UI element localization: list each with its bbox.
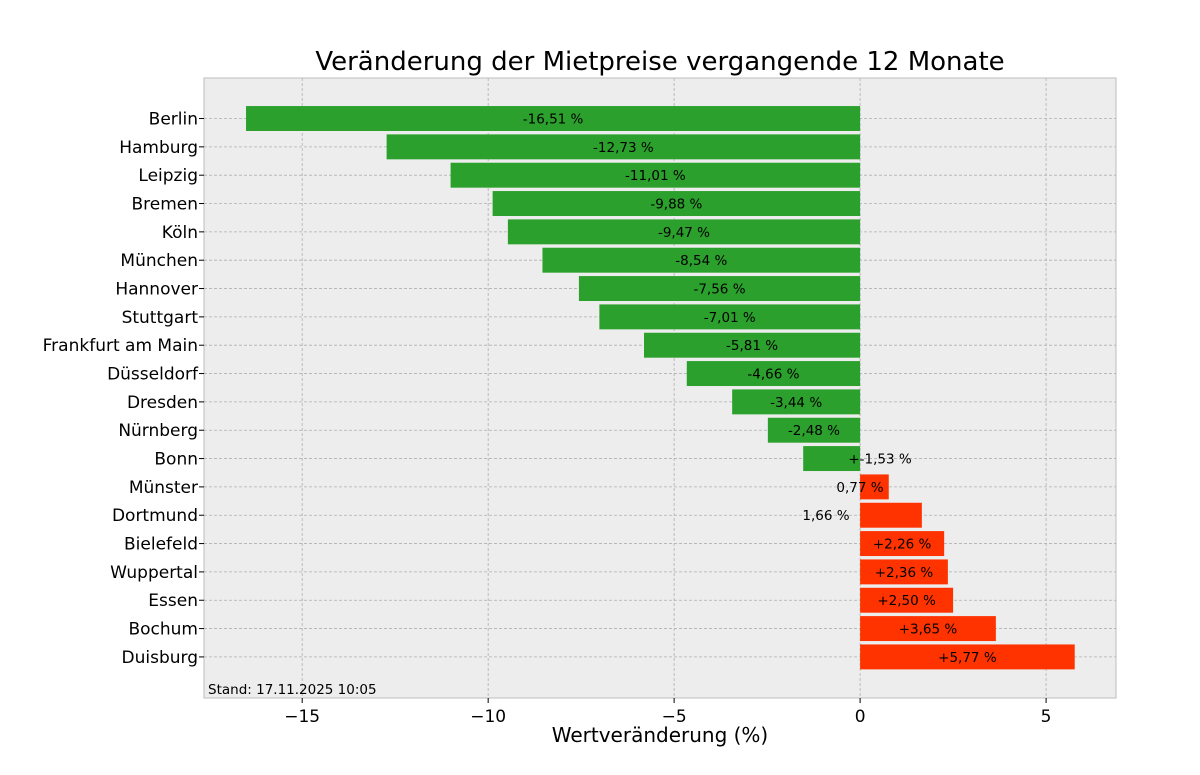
y-tick-label: Bremen (131, 195, 198, 215)
bar-duisburg (860, 644, 1075, 670)
y-tick-label: Wuppertal (110, 563, 198, 583)
bar-value-label: -4,66 % (747, 367, 799, 383)
bar-münster (860, 474, 889, 500)
y-tick-label: Bielefeld (124, 535, 198, 555)
bar-value-label: +2,36 % (875, 565, 934, 581)
y-tick-label: Duisburg (122, 648, 199, 668)
bar-value-label: -3,44 % (770, 395, 822, 411)
bar-hannover (578, 276, 861, 302)
y-tick-label: Dresden (127, 393, 198, 413)
bar-value-label: +3,65 % (899, 622, 958, 638)
y-tick-label: Bochum (128, 620, 198, 640)
bar-bonn (803, 446, 861, 472)
y-tick-label: Dortmund (112, 506, 198, 526)
bar-dortmund (860, 502, 922, 528)
bar-value-label: 1,66 % (802, 508, 849, 524)
x-tick-label: −10 (470, 707, 506, 727)
bar-frankfurt-am-main (644, 332, 861, 358)
chart-title: Veränderung der Mietpreise vergangende 1… (315, 47, 1004, 77)
bar-dresden (732, 389, 861, 415)
y-tick-label: Stuttgart (122, 308, 199, 328)
bar-bremen (492, 191, 861, 216)
bar-value-label: 0,77 % (836, 480, 883, 496)
bar-value-label: -9,88 % (650, 197, 702, 213)
bar-value-label: +2,26 % (873, 537, 932, 553)
bar-nürnberg (767, 417, 861, 443)
y-tick-label: Bonn (154, 450, 198, 470)
bar-value-label: -9,47 % (658, 225, 710, 241)
bar-bochum (860, 616, 996, 642)
y-tick-label: Leipzig (138, 166, 198, 186)
bar-bielefeld (860, 531, 945, 557)
bar-stuttgart (599, 304, 861, 330)
y-tick-label: Köln (162, 223, 198, 243)
y-tick-label: Hannover (115, 280, 198, 300)
bar-value-label: -12,73 % (593, 140, 654, 156)
bar-köln (507, 219, 861, 245)
bar-value-label: -2,48 % (788, 423, 840, 439)
x-axis-label: Wertveränderung (%) (552, 723, 769, 747)
y-tick-label: Essen (148, 591, 198, 611)
bar-leipzig (450, 162, 861, 188)
bar-wuppertal (860, 559, 948, 585)
bar-value-label: -7,01 % (704, 310, 756, 326)
x-tick-label: −15 (284, 707, 320, 727)
bar-value-label: +5,77 % (938, 650, 997, 666)
y-tick-label: Frankfurt am Main (43, 336, 198, 356)
x-tick-label: 0 (855, 707, 866, 727)
bar-value-label: -11,01 % (625, 168, 686, 184)
y-tick-label: Berlin (149, 110, 198, 130)
bar-value-label: -7,56 % (693, 282, 745, 298)
y-tick-label: München (120, 251, 198, 271)
bar-value-label: -5,81 % (726, 338, 778, 354)
bar-münchen (542, 247, 861, 273)
bar-value-label: +-1,53 % (848, 452, 912, 468)
bar-hamburg (386, 134, 861, 160)
bar-essen (860, 587, 954, 613)
bar-value-label: -8,54 % (675, 253, 727, 269)
bar-berlin (246, 106, 861, 131)
x-tick-label: 5 (1041, 707, 1052, 727)
bar-value-label: +2,50 % (877, 593, 936, 609)
y-tick-label: Münster (129, 478, 198, 498)
y-tick-label: Düsseldorf (107, 365, 199, 385)
bar-düsseldorf (686, 361, 861, 387)
bar-value-label: -16,51 % (523, 112, 584, 128)
y-tick-label: Nürnberg (118, 421, 198, 441)
y-tick-label: Hamburg (119, 138, 198, 158)
timestamp-annotation: Stand: 17.11.2025 10:05 (208, 682, 377, 698)
x-tick-label: −5 (662, 707, 687, 727)
